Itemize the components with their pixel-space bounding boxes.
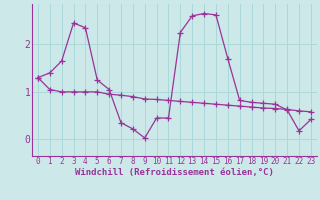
X-axis label: Windchill (Refroidissement éolien,°C): Windchill (Refroidissement éolien,°C) [75, 168, 274, 177]
